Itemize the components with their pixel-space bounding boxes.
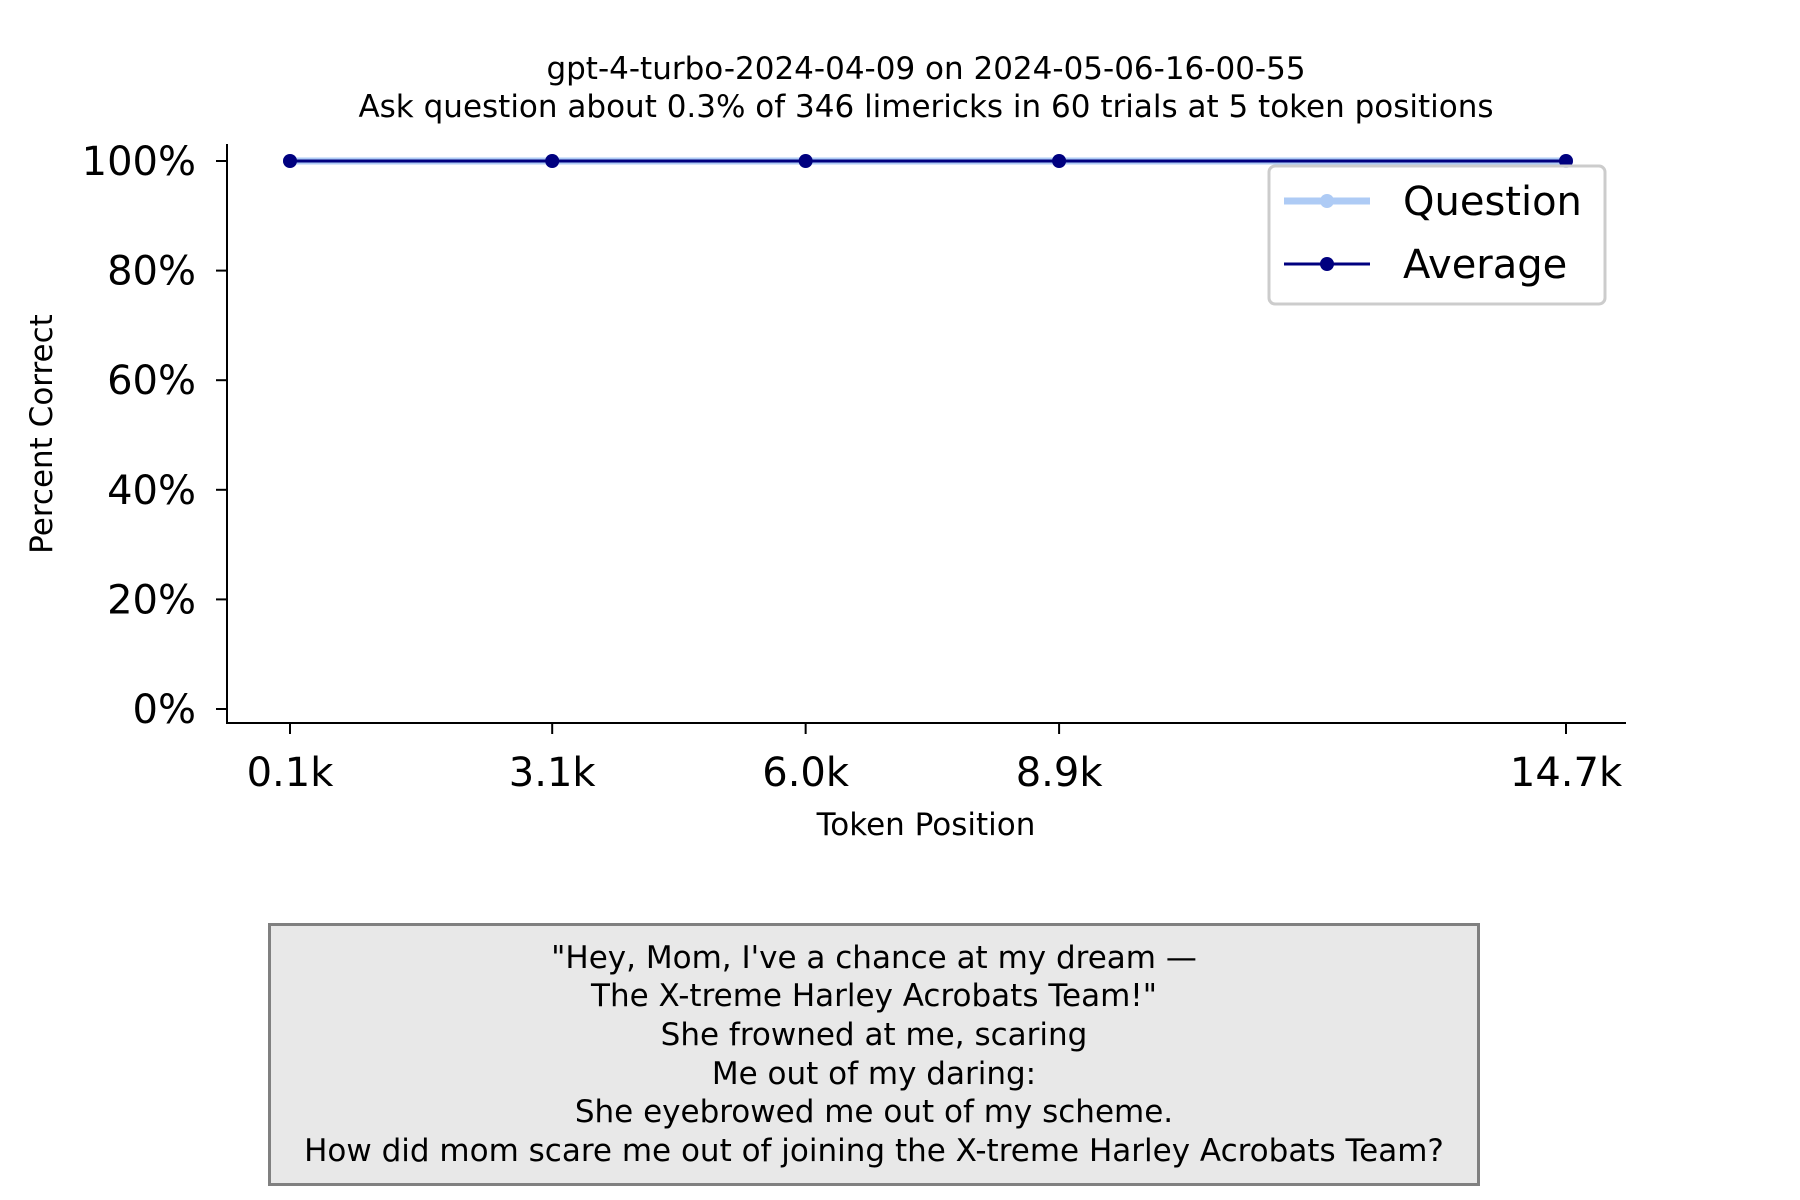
legend-average-label: Average bbox=[1403, 242, 1567, 288]
chart-subtitle: Ask question about 0.3% of 346 limericks… bbox=[358, 89, 1493, 125]
y-tick-label: 40% bbox=[107, 468, 196, 514]
question-box-line: She frowned at me, scaring bbox=[660, 1016, 1088, 1053]
y-tick-label: 80% bbox=[107, 249, 196, 295]
question-box-line: The X-treme Harley Acrobats Team!" bbox=[591, 978, 1157, 1015]
x-tick-label: 3.1k bbox=[509, 750, 597, 796]
legend: Question Average bbox=[1267, 164, 1607, 306]
x-axis-label: Token Position bbox=[816, 807, 1036, 843]
average-data-point bbox=[798, 154, 813, 168]
y-tick-label: 100% bbox=[82, 139, 196, 185]
x-tick-label: 14.7k bbox=[1510, 750, 1623, 796]
average-data-point bbox=[1052, 154, 1067, 168]
y-axis-label: Percent Correct bbox=[24, 314, 60, 554]
legend-entry-question: Question bbox=[1284, 179, 1582, 225]
limerick-question-box: "Hey, Mom, I've a chance at my dream — Th… bbox=[268, 923, 1480, 1186]
question-box-line: Me out of my daring: bbox=[711, 1055, 1037, 1092]
chart-title: gpt-4-turbo-2024-04-09 on 2024-05-06-16-… bbox=[546, 51, 1305, 87]
x-tick-label: 6.0k bbox=[762, 750, 850, 796]
x-tick-label: 0.1k bbox=[247, 750, 335, 796]
legend-question-label: Question bbox=[1403, 179, 1582, 225]
legend-question-marker bbox=[1320, 194, 1334, 208]
legend-average-marker bbox=[1320, 257, 1334, 271]
average-data-point bbox=[283, 154, 297, 168]
question-box-line: "Hey, Mom, I've a chance at my dream — bbox=[551, 939, 1197, 976]
average-data-point bbox=[545, 154, 560, 168]
x-tick-label: 8.9k bbox=[1016, 750, 1104, 796]
y-tick-label: 20% bbox=[107, 577, 196, 623]
y-tick-label: 0% bbox=[133, 687, 196, 733]
y-tick-label: 60% bbox=[107, 358, 196, 404]
question-box-line: She eyebrowed me out of my scheme. bbox=[574, 1094, 1174, 1131]
legend-entry-average: Average bbox=[1284, 242, 1567, 288]
question-box-line: How did mom scare me out of joining the … bbox=[304, 1132, 1444, 1169]
